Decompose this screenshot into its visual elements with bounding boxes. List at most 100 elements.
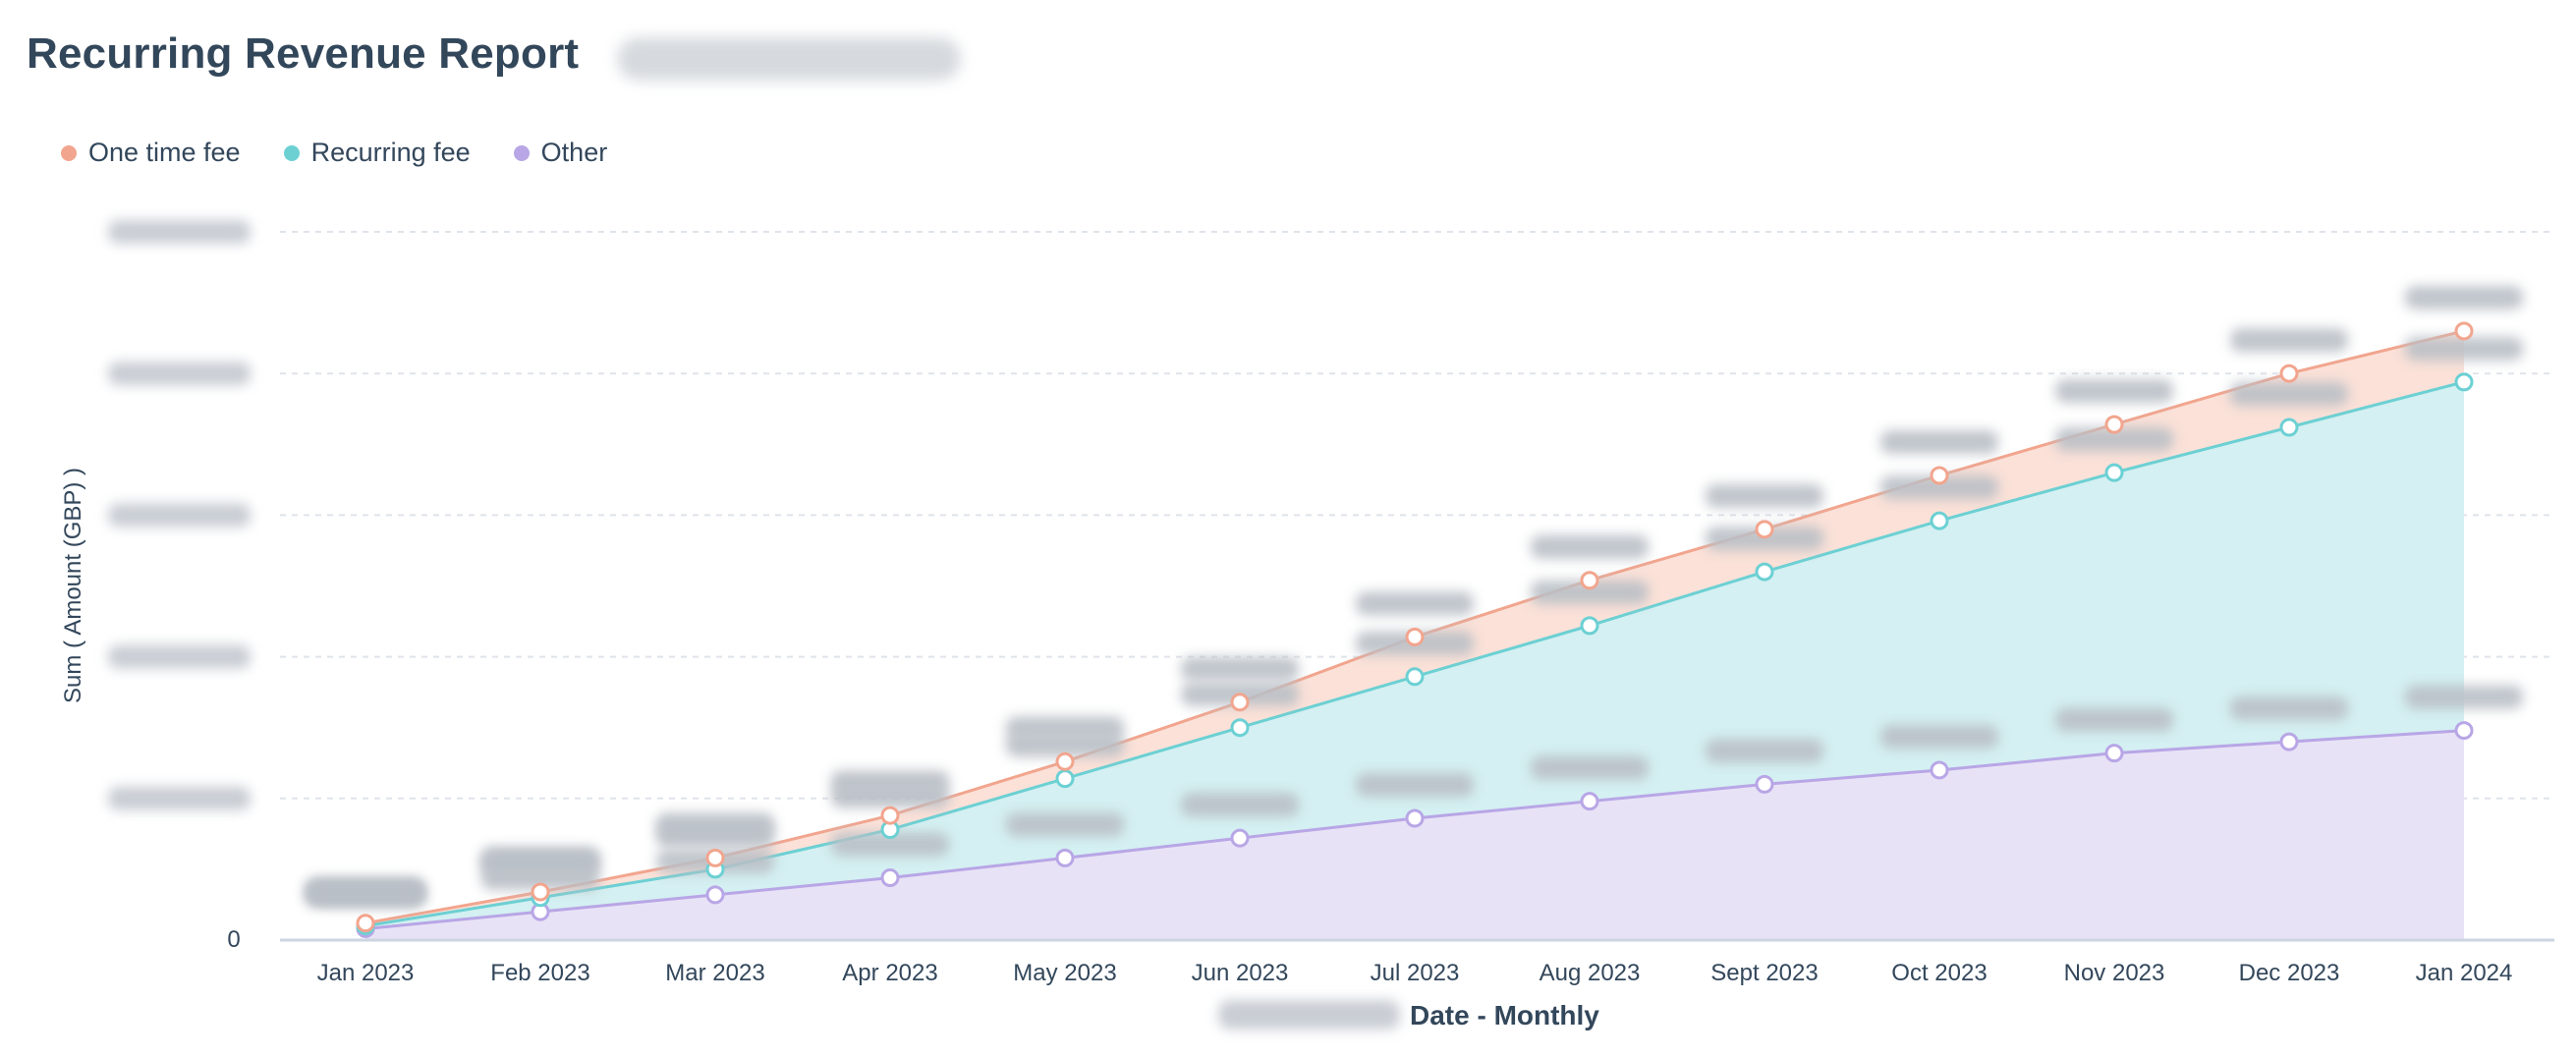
point-one-time-fee-10 — [1930, 466, 1949, 485]
redacted-label-other-4 — [831, 832, 949, 857]
point-one-time-fee-2 — [531, 882, 550, 902]
y-tick-label-zero: 0 — [227, 926, 240, 953]
point-other-3 — [705, 885, 725, 905]
legend-dot-other — [513, 144, 530, 161]
x-tick-label-2: Feb 2023 — [490, 960, 589, 986]
legend-dot-recurring-fee — [283, 144, 300, 161]
redacted-label-one-time-fee-2 — [481, 846, 599, 870]
redacted-data-labels — [307, 285, 2523, 908]
redacted-label-recurring-fee-10 — [1880, 475, 1998, 500]
legend-label-one-time-fee: One time fee — [88, 138, 241, 167]
redacted-label-recurring-fee-13 — [2405, 336, 2523, 361]
redacted-y-tick-2 — [108, 644, 251, 669]
redacted-label-other-9 — [1706, 739, 1823, 763]
point-recurring-fee-5 — [1055, 769, 1075, 789]
redacted-title-suffix — [617, 37, 961, 81]
point-recurring-fee-12 — [2279, 417, 2299, 437]
redacted-label-other-6 — [1181, 793, 1299, 817]
x-tick-label-4: Apr 2023 — [842, 960, 937, 986]
legend-label-other: Other — [540, 138, 608, 167]
legend-item-other[interactable]: Other — [513, 138, 608, 168]
redacted-x-axis-title-prefix — [1218, 1000, 1400, 1029]
redacted-label-other-11 — [2055, 707, 2173, 732]
redacted-y-tick-5 — [108, 220, 251, 244]
point-other-6 — [1230, 828, 1250, 848]
x-tick-label-5: May 2023 — [1013, 960, 1116, 986]
redacted-label-other-13 — [2405, 685, 2523, 709]
point-recurring-fee-10 — [1930, 511, 1949, 530]
x-tick-label-7: Jul 2023 — [1371, 960, 1460, 986]
redacted-y-tick-1 — [108, 786, 251, 810]
point-one-time-fee-7 — [1405, 627, 1425, 646]
point-recurring-fee-11 — [2104, 463, 2124, 482]
point-recurring-fee-6 — [1230, 718, 1250, 738]
redacted-label-one-time-fee-12 — [2230, 328, 2348, 353]
x-tick-label-13: Jan 2024 — [2416, 960, 2513, 986]
point-one-time-fee-6 — [1230, 693, 1250, 712]
point-other-11 — [2104, 744, 2124, 763]
point-one-time-fee-3 — [705, 848, 725, 867]
redacted-y-tick-4 — [108, 362, 251, 386]
point-one-time-fee-11 — [2104, 415, 2124, 434]
legend-dot-one-time-fee — [61, 144, 77, 161]
redacted-label-other-8 — [1531, 755, 1649, 780]
point-one-time-fee-5 — [1055, 751, 1075, 771]
point-other-7 — [1405, 808, 1425, 828]
redacted-label-one-time-fee-13 — [2405, 285, 2523, 309]
point-recurring-fee-13 — [2454, 372, 2474, 392]
x-tick-label-6: Jun 2023 — [1192, 960, 1289, 986]
redacted-label-recurring-fee-12 — [2230, 381, 2348, 406]
y-axis-title: Sum ( Amount (GBP) ) — [60, 468, 86, 703]
point-one-time-fee-8 — [1580, 571, 1599, 590]
point-other-10 — [1930, 760, 1949, 780]
point-recurring-fee-9 — [1755, 562, 1774, 582]
redacted-label-one-time-fee-10 — [1880, 430, 1998, 455]
x-tick-label-3: Mar 2023 — [665, 960, 764, 986]
redacted-label-one-time-fee-9 — [1706, 483, 1823, 508]
point-one-time-fee-9 — [1755, 520, 1774, 539]
redacted-label-one-time-fee-4 — [831, 770, 949, 795]
legend-item-one-time-fee[interactable]: One time fee — [61, 138, 241, 168]
redacted-label-one-time-fee-7 — [1356, 591, 1474, 616]
area-other — [365, 730, 2464, 940]
redacted-label-recurring-fee-11 — [2055, 427, 2173, 452]
legend-label-recurring-fee: Recurring fee — [310, 138, 471, 167]
point-other-4 — [880, 868, 900, 888]
redacted-label-other-7 — [1356, 772, 1474, 797]
redacted-label-one-time-fee-5 — [1006, 716, 1124, 741]
x-tick-label-12: Dec 2023 — [2239, 960, 2340, 986]
redacted-y-tick-3 — [108, 503, 251, 528]
x-tick-label-11: Nov 2023 — [2064, 960, 2165, 986]
x-tick-label-9: Sept 2023 — [1710, 960, 1818, 986]
point-one-time-fee-12 — [2279, 363, 2299, 383]
redacted-label-one-time-fee-8 — [1531, 534, 1649, 559]
point-recurring-fee-8 — [1580, 616, 1599, 636]
redacted-label-other-12 — [2230, 696, 2348, 721]
redacted-label-one-time-fee-1 — [307, 877, 424, 902]
redacted-label-recurring-fee-8 — [1531, 580, 1649, 604]
point-one-time-fee-13 — [2454, 321, 2474, 341]
point-one-time-fee-1 — [356, 914, 375, 933]
redacted-label-other-10 — [1880, 724, 1998, 749]
point-other-5 — [1055, 848, 1075, 867]
point-other-12 — [2279, 732, 2299, 751]
point-one-time-fee-4 — [880, 806, 900, 825]
report-title: Recurring Revenue Report — [27, 29, 580, 78]
redacted-label-one-time-fee-6 — [1181, 656, 1299, 681]
axes: 0 Sum ( Amount (GBP) ) Date - Monthly Ja… — [60, 468, 2554, 1030]
point-other-9 — [1755, 774, 1774, 794]
x-tick-label-8: Aug 2023 — [1540, 960, 1641, 986]
legend-item-recurring-fee[interactable]: Recurring fee — [283, 138, 471, 168]
redacted-label-other-5 — [1006, 812, 1124, 837]
redacted-label-one-time-fee-3 — [656, 812, 774, 837]
x-tick-label-10: Oct 2023 — [1891, 960, 1987, 986]
series-points — [356, 321, 2474, 938]
point-other-13 — [2454, 721, 2474, 741]
point-other-8 — [1580, 792, 1599, 811]
x-axis-title: Date - Monthly — [1410, 1000, 1599, 1030]
chart-legend: One time fee Recurring fee Other — [61, 138, 607, 168]
redacted-label-one-time-fee-11 — [2055, 379, 2173, 404]
point-recurring-fee-7 — [1405, 667, 1425, 687]
x-tick-label-1: Jan 2023 — [317, 960, 415, 986]
